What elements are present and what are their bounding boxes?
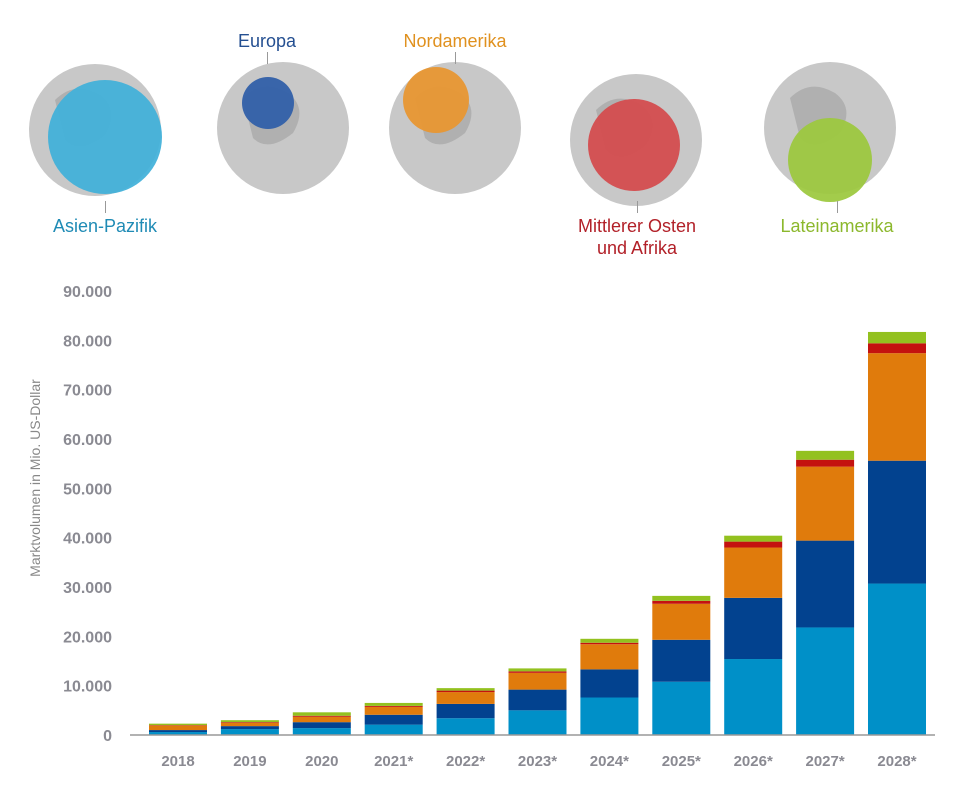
- x-tick-label: 2023*: [518, 753, 557, 770]
- bar-segment: [149, 730, 207, 733]
- bar-segment: [796, 466, 855, 541]
- bar-segment: [580, 642, 639, 645]
- x-tick-label: 2027*: [805, 753, 844, 770]
- bar-segment: [436, 692, 495, 704]
- globe-5: [764, 62, 896, 202]
- bar-segment: [292, 728, 351, 735]
- bar-segment: [868, 583, 926, 735]
- bar-segment: [724, 597, 783, 660]
- bar-segment: [868, 331, 926, 344]
- bar-segment: [436, 688, 495, 691]
- bar-segment: [868, 353, 926, 461]
- y-tick-label: 10.000: [63, 679, 112, 696]
- region-highlight: [48, 80, 162, 194]
- x-tick-label: 2025*: [662, 753, 701, 770]
- x-tick-label: 2028*: [877, 753, 916, 770]
- x-tick-label: 2020: [305, 753, 338, 770]
- label-tick: [637, 201, 638, 213]
- bar-segment: [292, 715, 351, 717]
- region-highlight: [788, 118, 872, 202]
- x-tick-label: 2024*: [590, 753, 629, 770]
- region-label: Mittlerer Osten und Afrika: [577, 216, 697, 258]
- bar-segment: [220, 729, 279, 735]
- bar-segment: [580, 669, 639, 698]
- region-highlight: [403, 67, 469, 133]
- y-tick-label: 90.000: [63, 284, 112, 301]
- bar-segment: [652, 600, 711, 604]
- globe-3: [389, 62, 521, 194]
- bar-segment: [724, 541, 783, 548]
- x-tick-label: 2026*: [734, 753, 773, 770]
- bar-segment: [508, 668, 567, 672]
- bar-segment: [868, 460, 926, 584]
- bar-segment: [796, 459, 855, 467]
- bar-segment: [580, 638, 639, 643]
- label-tick: [105, 201, 106, 213]
- bar-segment: [292, 712, 351, 716]
- globe-4: [570, 74, 702, 206]
- x-tick-label: 2022*: [446, 753, 485, 770]
- bar-segment: [724, 535, 783, 542]
- bar-segment: [149, 732, 207, 735]
- label-tick: [267, 52, 268, 64]
- region-label: Lateinamerika: [780, 216, 894, 236]
- bar-segment: [508, 671, 567, 673]
- bar-segment: [508, 689, 567, 711]
- y-axis-label: Marktvolumen in Mio. US-Dollar: [27, 379, 43, 577]
- bar-segment: [652, 639, 711, 682]
- bar-segment: [149, 723, 207, 726]
- bar-segment: [220, 720, 279, 723]
- region-highlight: [588, 99, 680, 191]
- bar-segment: [508, 672, 567, 690]
- stacked-bar-chart: 0 10.000 20.000 30.000 40.000 50.000 60.000 70.…: [63, 284, 935, 770]
- bar-segment: [436, 690, 495, 693]
- bar-segment: [652, 681, 711, 735]
- bar-segment: [364, 706, 423, 715]
- bar-segment: [796, 540, 855, 628]
- bar-segment: [220, 726, 279, 730]
- bar-segment: [364, 705, 423, 707]
- bar-segment: [724, 659, 783, 735]
- region-label: Europa: [237, 31, 297, 51]
- bar-segment: [292, 722, 351, 729]
- globe-1: [29, 64, 162, 196]
- bar-segment: [220, 722, 279, 723]
- bar-segment: [149, 725, 207, 731]
- bar-segment: [364, 702, 423, 706]
- bar-segment: [580, 644, 639, 670]
- bar-segment: [364, 714, 423, 725]
- x-tick-label: 2018: [161, 753, 194, 770]
- bar-segment: [436, 703, 495, 719]
- region-highlight: [242, 77, 294, 129]
- x-tick-label: 2019: [233, 753, 266, 770]
- bar-segment: [652, 595, 711, 601]
- bar-segment: [868, 343, 926, 354]
- y-tick-label: 40.000: [63, 531, 112, 548]
- bar-segment: [580, 697, 639, 735]
- globe-2: [217, 62, 349, 194]
- bar-segment: [436, 718, 495, 735]
- label-tick: [455, 52, 456, 64]
- bar-segment: [292, 716, 351, 723]
- y-tick-label: 60.000: [63, 432, 112, 449]
- y-tick-label: 70.000: [63, 383, 112, 400]
- y-tick-label: 80.000: [63, 333, 112, 350]
- y-tick-label: 0: [103, 728, 112, 745]
- region-label: Nordamerika: [403, 31, 507, 51]
- region-label: Asien-Pazifik: [52, 216, 158, 236]
- bar-segment: [508, 710, 567, 735]
- y-tick-label: 30.000: [63, 580, 112, 597]
- bar-segment: [364, 724, 423, 735]
- bar-segment: [796, 450, 855, 460]
- y-tick-label: 20.000: [63, 629, 112, 646]
- bar-segment: [724, 547, 783, 598]
- bar-segment: [652, 603, 711, 640]
- x-tick-label: 2021*: [374, 753, 413, 770]
- bar-segment: [796, 627, 855, 735]
- y-tick-label: 50.000: [63, 481, 112, 498]
- bar-segment: [220, 722, 279, 727]
- label-tick: [837, 201, 838, 213]
